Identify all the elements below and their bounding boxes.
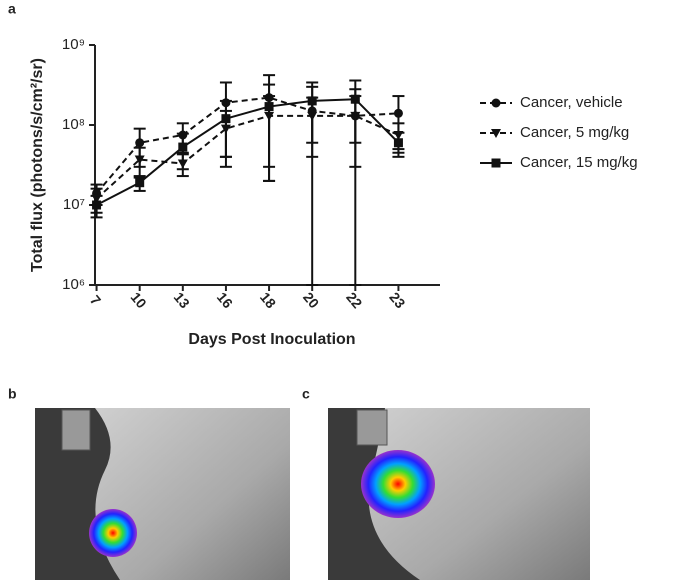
- x-tick-label: 10: [128, 289, 150, 311]
- image-b: [35, 408, 290, 580]
- y-tick-label: 10⁶: [62, 276, 85, 293]
- legend-label: Cancer, 5 mg/kg: [520, 124, 629, 141]
- marker: [135, 138, 145, 148]
- y-axis-title: Total flux (photons/s/cm²/sr): [29, 58, 46, 272]
- marker: [221, 114, 231, 124]
- y-tick-label: 10⁷: [63, 196, 85, 213]
- marker: [178, 142, 188, 152]
- marker: [393, 138, 403, 148]
- x-tick-label: 22: [343, 289, 365, 311]
- panel-label: a: [8, 1, 16, 17]
- marker: [350, 94, 360, 104]
- x-tick-label: 7: [87, 292, 104, 308]
- image-c: [328, 408, 590, 580]
- x-tick-label: 23: [386, 289, 408, 311]
- legend-marker: [491, 129, 501, 138]
- panel-label: c: [302, 386, 310, 402]
- marker: [92, 200, 102, 210]
- legend-marker: [491, 98, 501, 108]
- y-tick-label: 10⁸: [62, 116, 85, 133]
- x-tick-label: 18: [257, 289, 279, 311]
- marker: [135, 178, 145, 188]
- legend-label: Cancer, vehicle: [520, 94, 623, 111]
- y-tick-label: 10⁹: [62, 36, 85, 53]
- marker: [393, 108, 403, 118]
- legend-marker: [491, 158, 501, 168]
- series-line: [95, 96, 399, 194]
- x-tick-label: 13: [171, 289, 193, 311]
- marker: [264, 102, 274, 112]
- series-line: [96, 98, 400, 206]
- series-line: [95, 114, 399, 200]
- x-axis-title: Days Post Inoculation: [188, 331, 355, 348]
- legend-label: Cancer, 15 mg/kg: [520, 154, 638, 171]
- x-tick-label: 16: [214, 289, 236, 311]
- x-tick-label: 20: [300, 289, 322, 311]
- panel-label: b: [8, 386, 17, 402]
- marker: [307, 96, 317, 106]
- marker: [134, 155, 145, 165]
